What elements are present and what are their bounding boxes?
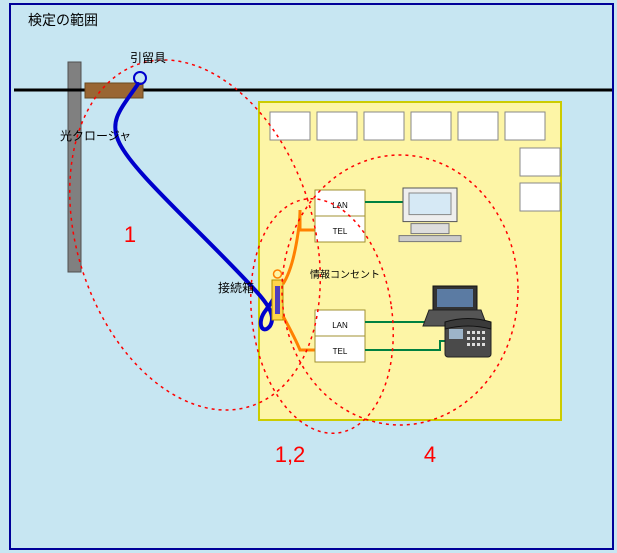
svg-text:情報コンセント: 情報コンセント bbox=[310, 268, 380, 281]
svg-text:TEL: TEL bbox=[333, 227, 348, 236]
svg-text:LAN: LAN bbox=[332, 321, 348, 330]
svg-text:検定の範囲: 検定の範囲 bbox=[28, 12, 98, 28]
diagram-svg: LAN TEL LAN TEL 検定の範囲引留具光クロージャ接続箱 情報コンセント 1 1,2… bbox=[0, 0, 617, 553]
svg-text:LAN: LAN bbox=[332, 201, 348, 210]
diagram-canvas: LAN TEL LAN TEL 検定の範囲引留具光クロージャ接続箱 情報コンセント 1 1,2… bbox=[0, 0, 617, 553]
svg-text:引留具: 引留具 bbox=[130, 51, 166, 65]
svg-text:接続箱: 接続箱 bbox=[218, 280, 254, 295]
svg-text:1: 1 bbox=[124, 222, 136, 247]
svg-text:4: 4 bbox=[424, 442, 436, 467]
svg-text:光クロージャ: 光クロージャ bbox=[60, 129, 131, 143]
svg-text:TEL: TEL bbox=[333, 347, 348, 356]
svg-text:1,2: 1,2 bbox=[275, 442, 306, 467]
